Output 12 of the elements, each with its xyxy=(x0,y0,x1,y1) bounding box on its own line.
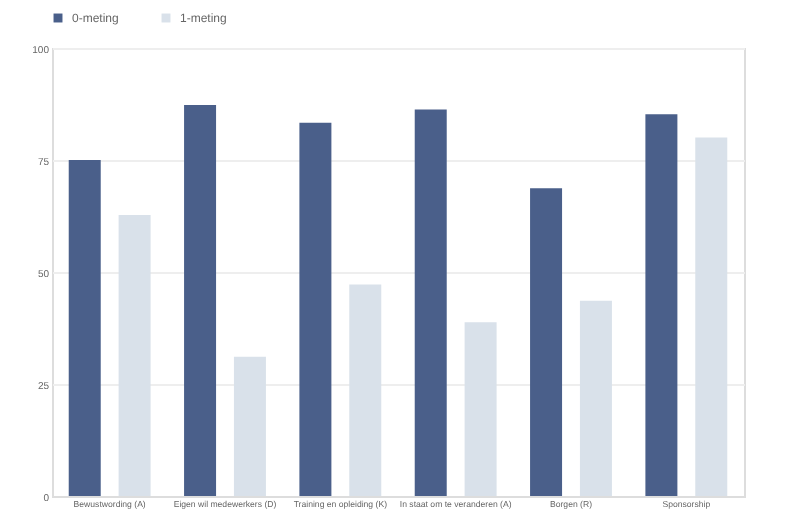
bar xyxy=(299,122,332,496)
bar xyxy=(233,356,266,496)
bar xyxy=(118,215,151,496)
bar xyxy=(695,137,728,496)
bar xyxy=(645,114,678,496)
bar xyxy=(349,284,382,496)
bar xyxy=(530,188,563,496)
bar xyxy=(464,322,497,496)
bar xyxy=(579,300,612,496)
bar xyxy=(184,104,217,496)
bar xyxy=(68,160,101,496)
bar xyxy=(414,109,447,496)
